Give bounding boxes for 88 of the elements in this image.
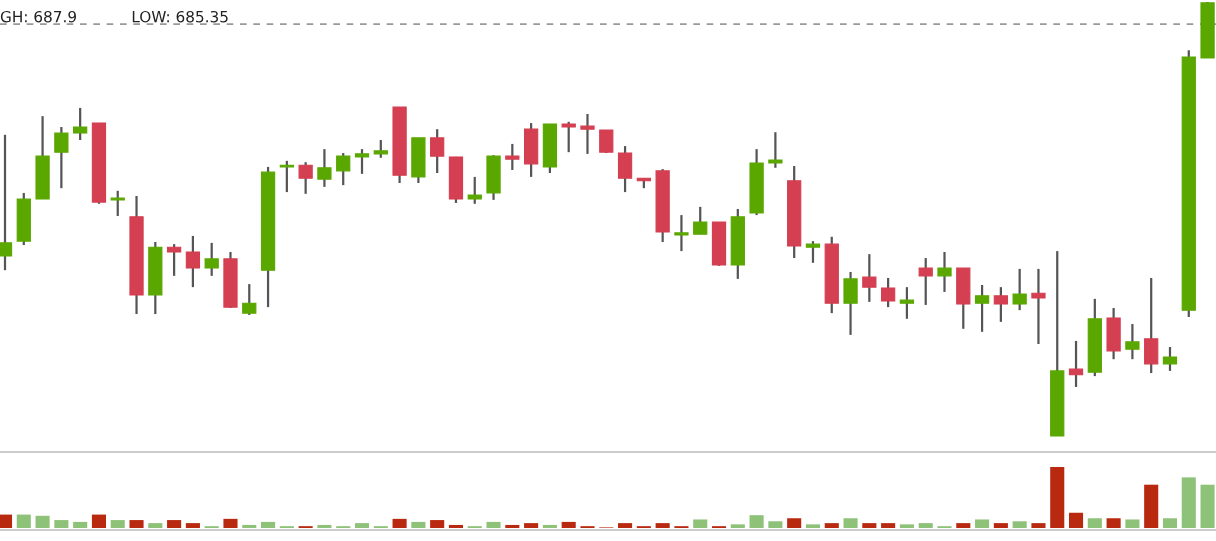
bar [148, 523, 163, 528]
bar [185, 523, 200, 528]
bar [1050, 467, 1065, 528]
candlestick [0, 133, 13, 272]
candlestick [805, 240, 821, 264]
bar [1106, 518, 1121, 528]
bar [392, 518, 407, 528]
candlestick [430, 128, 445, 175]
candlestick [974, 283, 990, 333]
candlestick [768, 131, 783, 169]
bar [167, 520, 182, 528]
bar [768, 521, 783, 528]
candlestick [505, 142, 520, 172]
candlestick [993, 286, 1009, 323]
bar [805, 524, 821, 528]
bar [956, 523, 971, 528]
bar [411, 521, 426, 528]
candlestick [561, 120, 576, 154]
candlestick [204, 241, 219, 277]
bar [561, 521, 576, 528]
bar [1125, 519, 1140, 528]
candlestick [242, 282, 257, 317]
candlestick [317, 148, 332, 188]
bar [899, 524, 914, 528]
candlestick [1031, 267, 1046, 346]
candlestick [354, 148, 370, 175]
bar [1087, 518, 1102, 528]
bar [486, 521, 501, 528]
bar [0, 514, 13, 528]
bar [787, 518, 802, 528]
bar [693, 519, 708, 528]
bar [918, 523, 933, 528]
bar [1162, 518, 1178, 528]
candlestick [580, 112, 595, 156]
bar [16, 514, 31, 528]
candlestick [899, 286, 915, 320]
bar [618, 523, 633, 528]
bar [542, 524, 557, 528]
bar [91, 514, 106, 528]
candlestick [1125, 322, 1140, 361]
bar [993, 523, 1008, 528]
bar [1068, 512, 1084, 528]
candlestick [937, 250, 952, 294]
bar [1181, 477, 1196, 528]
bar [317, 524, 332, 528]
candlestick [1162, 345, 1178, 373]
bar [505, 524, 520, 528]
candlestick [467, 175, 482, 205]
candlestick [674, 213, 689, 253]
bar [881, 523, 896, 528]
bar [1031, 523, 1046, 528]
bar [824, 523, 839, 528]
candlestick [336, 151, 351, 187]
candlestick [110, 189, 125, 218]
bar [354, 523, 370, 528]
bar [110, 520, 125, 528]
candlestick [1012, 267, 1027, 312]
candlestick [862, 253, 877, 303]
candlestick [880, 276, 896, 309]
bar [843, 518, 858, 528]
bar [223, 518, 238, 528]
candlestick [918, 256, 933, 307]
candlestick [185, 234, 201, 289]
bar [1012, 521, 1027, 528]
candlestick [298, 161, 313, 195]
bar [35, 515, 50, 528]
candlestick [279, 159, 294, 194]
candlestick [54, 125, 69, 190]
bar [749, 515, 764, 528]
candlestick [166, 243, 182, 277]
bar [975, 519, 990, 528]
bar [73, 521, 88, 528]
candlestick [73, 106, 88, 142]
bar [261, 521, 276, 528]
bar [862, 523, 877, 528]
bar [524, 523, 539, 528]
annotation: LOW: 685.35 [132, 10, 228, 23]
bar [1144, 484, 1159, 528]
annotation: GH: 687.9 [0, 10, 76, 23]
bar [1200, 484, 1215, 528]
candlestick [693, 205, 708, 236]
bar [242, 524, 257, 528]
bar [655, 523, 670, 528]
bar [430, 520, 445, 528]
bar [448, 524, 464, 528]
bar [54, 520, 69, 528]
bar [730, 524, 745, 528]
bar [129, 520, 144, 528]
